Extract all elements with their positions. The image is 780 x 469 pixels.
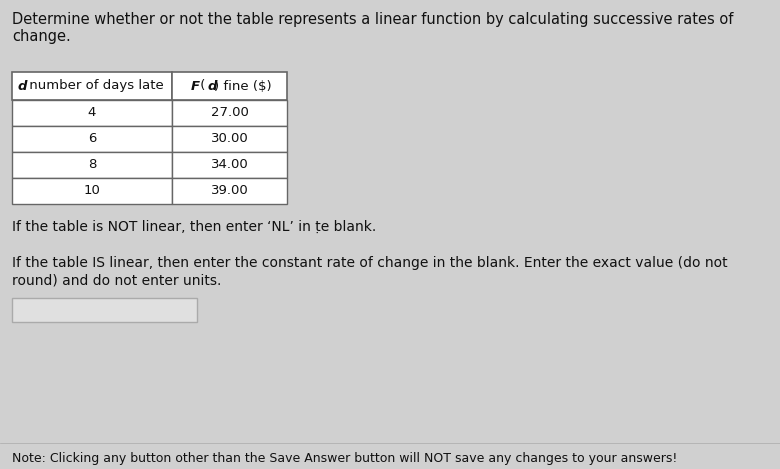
- Bar: [12, 100, 172, 126]
- Bar: [12, 152, 172, 178]
- Bar: [172, 152, 287, 178]
- Bar: [12, 126, 172, 152]
- Bar: [172, 178, 287, 204]
- Bar: [12, 178, 172, 204]
- Bar: [172, 72, 287, 100]
- Bar: [172, 126, 287, 152]
- Text: If the table IS linear, then enter the constant rate of change in the blank. Ent: If the table IS linear, then enter the c…: [12, 256, 728, 270]
- Text: ) fine ($): ) fine ($): [214, 80, 271, 92]
- Text: 34.00: 34.00: [211, 159, 248, 172]
- Text: (: (: [196, 80, 206, 92]
- Text: 6: 6: [88, 133, 96, 145]
- Text: If the table is NOT linear, then enter ‘NL’ in ṭe blank.: If the table is NOT linear, then enter ‘…: [12, 220, 376, 234]
- Bar: [12, 72, 172, 100]
- Text: number of days late: number of days late: [25, 80, 164, 92]
- Text: 39.00: 39.00: [211, 184, 248, 197]
- Text: 10: 10: [83, 184, 101, 197]
- Text: Note: Clicking any button other than the Save Answer button will NOT save any ch: Note: Clicking any button other than the…: [12, 452, 677, 465]
- Text: d: d: [208, 80, 218, 92]
- Text: 4: 4: [88, 106, 96, 120]
- Text: round) and do not enter units.: round) and do not enter units.: [12, 274, 222, 288]
- Bar: [12, 298, 197, 322]
- Text: Determine whether or not the table represents a linear function by calculating s: Determine whether or not the table repre…: [12, 12, 733, 27]
- Text: 30.00: 30.00: [211, 133, 248, 145]
- Text: F: F: [190, 80, 199, 92]
- Bar: [172, 100, 287, 126]
- Text: 27.00: 27.00: [211, 106, 249, 120]
- Text: d: d: [18, 80, 27, 92]
- Text: 8: 8: [88, 159, 96, 172]
- Text: change.: change.: [12, 29, 71, 44]
